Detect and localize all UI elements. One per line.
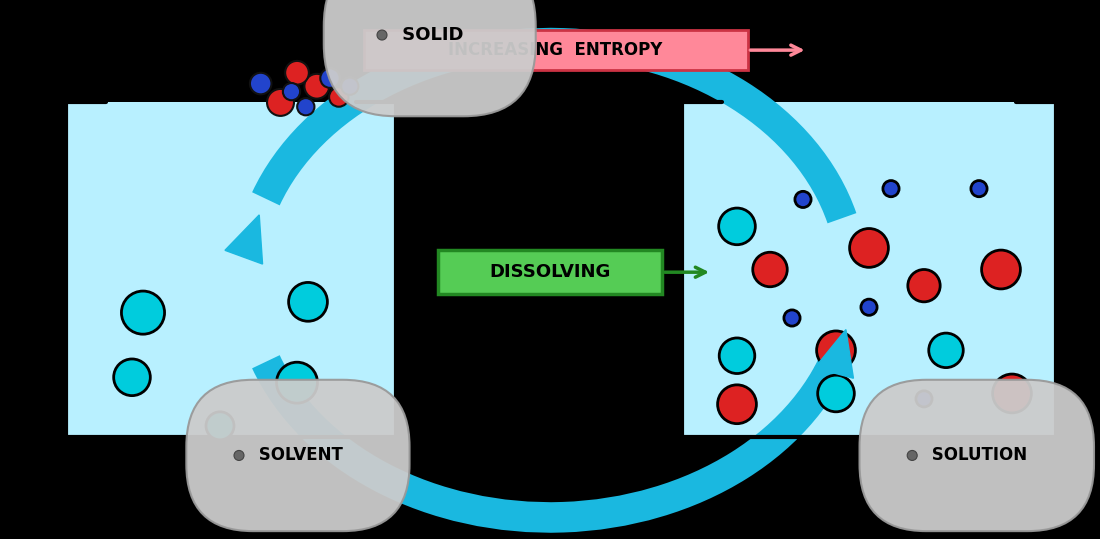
Circle shape	[795, 191, 811, 208]
Circle shape	[816, 331, 856, 370]
Circle shape	[861, 299, 877, 315]
Circle shape	[981, 250, 1021, 289]
Circle shape	[883, 181, 899, 197]
Circle shape	[908, 270, 940, 302]
Circle shape	[916, 391, 932, 407]
Circle shape	[206, 412, 234, 440]
Circle shape	[297, 98, 315, 115]
Circle shape	[784, 310, 800, 326]
Circle shape	[717, 385, 757, 424]
Circle shape	[992, 374, 1032, 413]
Circle shape	[283, 83, 300, 100]
Text: SOLUTION: SOLUTION	[926, 446, 1027, 465]
Circle shape	[719, 338, 755, 374]
FancyBboxPatch shape	[363, 30, 748, 70]
Circle shape	[267, 89, 294, 116]
Circle shape	[320, 68, 340, 88]
Circle shape	[285, 61, 309, 85]
Circle shape	[234, 451, 244, 460]
Circle shape	[288, 282, 328, 321]
Circle shape	[908, 451, 917, 460]
Text: DISSOLVING: DISSOLVING	[490, 263, 610, 281]
Circle shape	[250, 73, 272, 94]
Text: SOLVENT: SOLVENT	[253, 446, 343, 465]
Circle shape	[928, 333, 964, 368]
Circle shape	[329, 87, 349, 107]
Circle shape	[305, 74, 329, 99]
Circle shape	[377, 30, 387, 40]
FancyBboxPatch shape	[438, 250, 662, 294]
Circle shape	[113, 359, 151, 396]
Circle shape	[341, 78, 359, 95]
Circle shape	[276, 362, 318, 403]
Text: INCREASING  ENTROPY: INCREASING ENTROPY	[449, 41, 662, 59]
Circle shape	[817, 375, 855, 412]
Circle shape	[849, 229, 889, 267]
Bar	[66, 102, 396, 437]
Bar	[682, 102, 1056, 437]
Circle shape	[971, 181, 987, 197]
Circle shape	[121, 291, 165, 334]
Circle shape	[752, 252, 788, 287]
Polygon shape	[226, 215, 263, 264]
Polygon shape	[815, 329, 854, 378]
Text: SOLID: SOLID	[396, 26, 463, 44]
Circle shape	[718, 208, 756, 245]
